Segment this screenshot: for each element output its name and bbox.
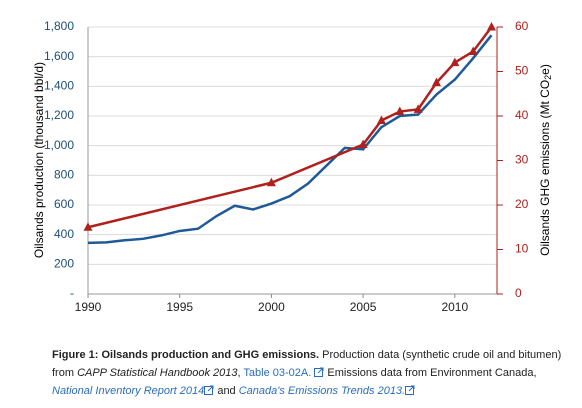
link[interactable]: Canada's Emissions Trends 2013. xyxy=(238,385,406,397)
y-tick-label: 1,400 xyxy=(44,79,74,93)
series-line xyxy=(87,34,493,245)
y-tick-label: 1,600 xyxy=(44,49,74,63)
y-tick-label: - xyxy=(70,286,74,300)
external-icon xyxy=(204,385,214,395)
marker xyxy=(486,22,496,31)
marker xyxy=(395,106,405,116)
y2-tick-label: 20 xyxy=(515,197,529,211)
y-axis-label: Oilsands production (thousand bbl/d) xyxy=(32,62,46,258)
y2-tick-label: 0 xyxy=(515,286,522,300)
y2-tick-label: 10 xyxy=(515,242,529,256)
caption-text: , xyxy=(237,367,244,379)
y2-tick-label: 60 xyxy=(515,19,529,33)
link[interactable]: Table 03-02A. xyxy=(243,367,312,379)
y-tick-label: 200 xyxy=(54,257,74,271)
caption-text: Production data (synthetic crude oil and… xyxy=(52,349,562,379)
external-icon xyxy=(314,367,324,377)
y-tick-label: 1,800 xyxy=(44,19,74,33)
marker xyxy=(468,46,478,55)
y2-tick-label: 50 xyxy=(515,64,529,78)
marker xyxy=(358,139,368,148)
y-tick-label: 400 xyxy=(54,227,74,241)
link[interactable]: National Inventory Report 2014 xyxy=(52,385,205,397)
y2-tick-label: 40 xyxy=(515,108,529,122)
marker xyxy=(83,222,93,231)
marker xyxy=(450,57,460,67)
x-tick-label: 1990 xyxy=(75,300,102,314)
caption-source: CAPP Statistical Handbook 2013 xyxy=(77,367,238,379)
y-tick-label: 1,000 xyxy=(44,138,74,152)
y-tick-label: 600 xyxy=(54,197,74,211)
y2-label-part: e) xyxy=(538,64,552,75)
marker xyxy=(431,77,441,87)
chart: - 200 400 600 800 1,000 1,200 1,400 1,600 1,800 0 1… xyxy=(32,19,553,314)
y-tick-label: 800 xyxy=(54,168,74,182)
series-line xyxy=(87,26,493,229)
y2-label-sub: 2 xyxy=(543,75,553,80)
x-tick-label: 2005 xyxy=(350,300,377,314)
external-icon xyxy=(405,385,415,395)
y-tick-label: 1,200 xyxy=(44,108,74,122)
y2-label-part: Oilsands GHG emissions (Mt CO xyxy=(538,80,552,256)
caption-text: and xyxy=(214,385,239,397)
x-tick-label: 2000 xyxy=(258,300,285,314)
y2-tick-label: 30 xyxy=(515,153,529,167)
marker xyxy=(376,115,386,124)
caption: Figure 1: Oilsands production and GHG em… xyxy=(52,346,572,400)
caption-label: Figure 1: Oilsands production and GHG em… xyxy=(52,349,320,361)
x-tick-label: 1995 xyxy=(166,300,193,314)
caption-text: Emissions data from Environment Canada, xyxy=(324,367,537,379)
marker xyxy=(413,104,423,113)
x-tick-label: 2010 xyxy=(441,300,468,314)
y2-axis-label: Oilsands GHG emissions (Mt CO2e) xyxy=(538,64,553,256)
marker xyxy=(266,177,276,187)
